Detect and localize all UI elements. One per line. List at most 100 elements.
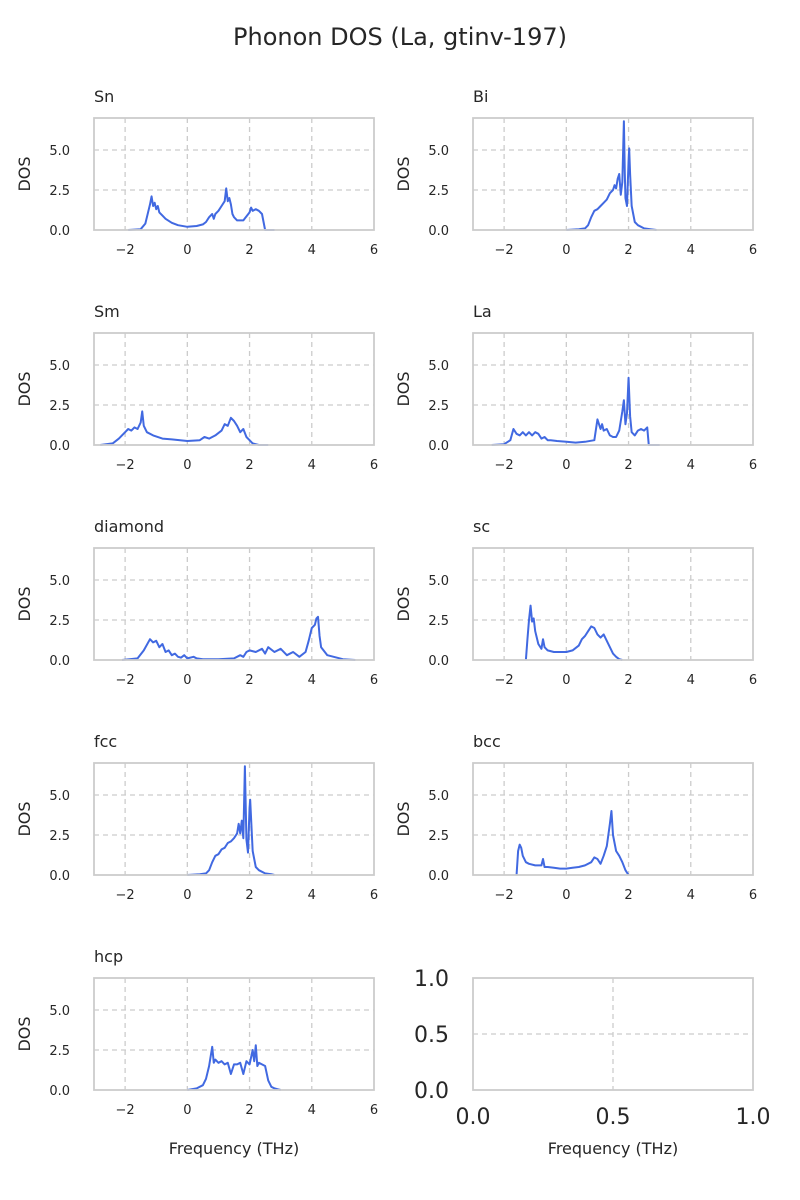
dos-series-line: [566, 120, 657, 231]
x-tick-label: 4: [308, 458, 316, 473]
dos-series-line: [187, 1044, 281, 1091]
subplot-sc: sc −2 0 2 4 6 0.0 2.5 5.0 DOS: [394, 517, 757, 688]
x-tick-label: 2: [245, 458, 253, 473]
axes-frame: [93, 332, 375, 446]
y-tick-label: 0.0: [49, 869, 70, 884]
x-tick-label: 6: [749, 673, 757, 688]
axes-frame: [93, 117, 375, 231]
axes-frame: [93, 762, 375, 876]
x-tick-label: 4: [308, 673, 316, 688]
x-tick-label: 2: [245, 673, 253, 688]
subplot-Sn: Sn −2 0 2 4 6 0.0 2.5 5.0 DOS: [15, 87, 378, 258]
x-tick-label: 6: [749, 458, 757, 473]
x-tick-label: 0: [562, 458, 570, 473]
x-tick-label: −2: [116, 243, 135, 258]
y-tick-label: 0.0: [49, 439, 70, 454]
x-tick-label: 4: [687, 888, 695, 903]
y-axis-label: DOS: [394, 156, 413, 191]
x-tick-label: 6: [749, 888, 757, 903]
dos-series-line: [128, 187, 275, 231]
x-tick-label: −2: [116, 1103, 135, 1118]
y-tick-label: 2.5: [49, 184, 70, 199]
y-axis-label: DOS: [15, 371, 34, 406]
x-tick-label: 0.5: [596, 1105, 631, 1130]
x-tick-label: 2: [245, 243, 253, 258]
figure-title: Phonon DOS (La, gtinv-197): [233, 23, 567, 51]
x-tick-label: −2: [116, 673, 135, 688]
y-tick-label: 5.0: [49, 359, 70, 374]
x-tick-label: 4: [687, 243, 695, 258]
subplot-title: hcp: [94, 947, 123, 966]
subplot-title: Bi: [473, 87, 488, 106]
subplot-title: fcc: [94, 732, 117, 751]
subplot-title: Sm: [94, 302, 120, 321]
x-tick-label: 6: [370, 243, 378, 258]
y-tick-label: 2.5: [49, 399, 70, 414]
x-tick-label: 4: [687, 673, 695, 688]
x-tick-label: 0: [183, 458, 191, 473]
x-tick-label: 2: [245, 1103, 253, 1118]
x-tick-label: 6: [370, 673, 378, 688]
axes-frame: [472, 117, 754, 231]
y-tick-label: 2.5: [428, 184, 449, 199]
y-tick-label: 2.5: [49, 1044, 70, 1059]
x-tick-label: 0: [562, 243, 570, 258]
y-tick-label: 0.0: [49, 224, 70, 239]
y-tick-label: 5.0: [49, 789, 70, 804]
x-tick-label: 0: [183, 243, 191, 258]
subplot-La: La −2 0 2 4 6 0.0 2.5 5.0 DOS: [394, 302, 757, 473]
subplot-hcp: hcp −2 0 2 4 6 0.0 2.5 5.0 DOS Frequency (THz): [15, 947, 378, 1158]
x-tick-label: −2: [116, 888, 135, 903]
axes-frame: [472, 547, 754, 661]
y-tick-label: 5.0: [428, 359, 449, 374]
y-axis-label: DOS: [15, 801, 34, 836]
y-tick-label: 1.0: [414, 967, 449, 992]
y-tick-label: 2.5: [428, 829, 449, 844]
axes-frame: [472, 762, 754, 876]
x-tick-label: 4: [687, 458, 695, 473]
x-tick-label: 2: [624, 243, 632, 258]
dos-series-line: [187, 765, 275, 876]
y-axis-label: DOS: [394, 586, 413, 621]
y-tick-label: 0.0: [428, 439, 449, 454]
y-tick-label: 5.0: [428, 789, 449, 804]
y-tick-label: 0.5: [414, 1023, 449, 1048]
x-tick-label: 4: [308, 888, 316, 903]
dos-series-line: [524, 604, 623, 661]
x-tick-label: 2: [624, 458, 632, 473]
dos-series-line: [491, 376, 660, 446]
y-tick-label: 0.0: [428, 869, 449, 884]
x-tick-label: 0: [183, 888, 191, 903]
y-tick-label: 5.0: [49, 144, 70, 159]
y-tick-label: 5.0: [49, 1004, 70, 1019]
x-tick-label: −2: [495, 673, 514, 688]
subplot-title: bcc: [473, 732, 501, 751]
y-tick-label: 0.0: [49, 654, 70, 669]
x-tick-label: 6: [370, 888, 378, 903]
y-tick-label: 0.0: [49, 1084, 70, 1099]
x-axis-label: Frequency (THz): [169, 1139, 299, 1158]
subplot-title: diamond: [94, 517, 164, 536]
x-tick-label: −2: [116, 458, 135, 473]
x-tick-label: 2: [624, 673, 632, 688]
y-tick-label: 2.5: [49, 829, 70, 844]
subplot-fcc: fcc −2 0 2 4 6 0.0 2.5 5.0 DOS: [15, 732, 378, 903]
x-tick-label: −2: [495, 888, 514, 903]
x-tick-label: 2: [245, 888, 253, 903]
x-tick-label: 4: [308, 243, 316, 258]
x-tick-label: −2: [495, 243, 514, 258]
y-tick-label: 0.0: [428, 224, 449, 239]
axes-frame: [93, 547, 375, 661]
subplot-title: sc: [473, 517, 490, 536]
x-tick-label: 6: [749, 243, 757, 258]
x-tick-label: 2: [624, 888, 632, 903]
y-tick-label: 2.5: [428, 399, 449, 414]
subplot-diamond: diamond −2 0 2 4 6 0.0 2.5 5.0 DOS: [15, 517, 378, 688]
axes-frame: [93, 977, 375, 1091]
subplot-bcc: bcc −2 0 2 4 6 0.0 2.5 5.0 DOS: [394, 732, 757, 903]
axes-frame: [472, 977, 754, 1091]
y-tick-label: 0.0: [414, 1079, 449, 1104]
x-tick-label: 0: [183, 673, 191, 688]
